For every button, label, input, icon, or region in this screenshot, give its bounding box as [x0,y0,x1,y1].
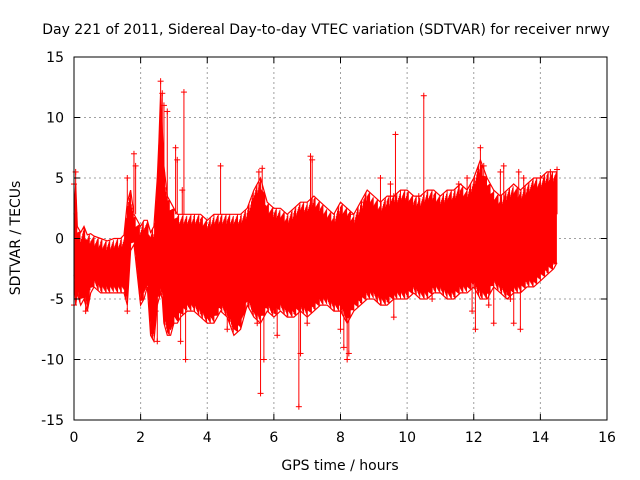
x-tick-label: 8 [336,430,345,446]
x-tick-label: 10 [398,430,416,446]
ticks: 0 2 4 6 8 10 12 14 16 -15 -10 -5 0 5 10 15 [41,50,616,446]
x-tick-label: 6 [269,430,278,446]
x-tick-label: 2 [136,430,145,446]
upper-envelope-line [73,93,557,242]
x-tick-label: 0 [70,430,79,446]
x-tick-label: 12 [465,430,483,446]
y-tick-label: -15 [41,413,64,429]
y-tick-label: 0 [55,232,64,248]
x-axis-label: GPS time / hours [281,458,398,474]
lower-envelope-line [73,242,558,344]
y-tick-label: -10 [41,353,64,369]
x-tick-label: 16 [598,430,616,446]
y-tick-label: 10 [46,111,64,127]
y-tick-label: -5 [50,292,64,308]
y-axis-label: SDTVAR / TECUs [8,181,24,296]
y-tick-label: 5 [55,171,64,187]
y-tick-label: 15 [46,50,64,66]
x-tick-label: 14 [531,430,549,446]
chart-title: Day 221 of 2011, Sidereal Day-to-day VTE… [42,22,610,38]
x-tick-label: 4 [203,430,212,446]
data-layer [71,78,561,410]
